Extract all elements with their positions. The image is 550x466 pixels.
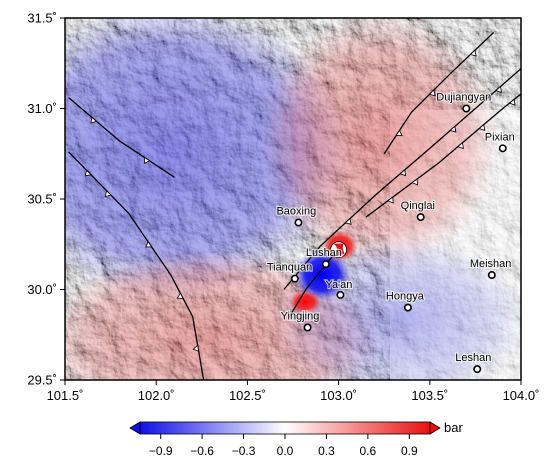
city-marker <box>336 290 345 299</box>
fault-western-fault-north <box>68 97 175 178</box>
latitude-tick-label: 31.0˚ <box>27 101 57 116</box>
thrust-tooth <box>90 116 98 124</box>
city-label: Ya'an <box>325 279 352 291</box>
city-label: Hongya <box>386 291 425 303</box>
city-marker <box>321 260 330 269</box>
longitude-tick-label: 103.0˚ <box>320 388 357 403</box>
colorbar-arrow-right <box>429 421 441 435</box>
latitude-tick-label: 30.5˚ <box>27 192 57 207</box>
latitude-tick-label: 30.0˚ <box>27 282 57 297</box>
thrust-tooth <box>411 178 419 186</box>
thrust-tooth <box>457 141 464 150</box>
city-label: Lushan <box>306 247 342 259</box>
city-marker <box>498 144 507 153</box>
city-marker <box>487 271 496 280</box>
city-marker <box>303 323 312 332</box>
city-label: Leshan <box>455 352 491 364</box>
latitude-tick-label: 31.5˚ <box>27 11 57 26</box>
longitude-tick-label: 102.0˚ <box>138 388 175 403</box>
stress-lobe-northeast-positive <box>260 18 500 270</box>
thrust-tooth <box>344 217 352 225</box>
longitude-tick-label: 103.5˚ <box>411 388 448 403</box>
thrust-tooth <box>387 196 394 204</box>
beachball-quadrant <box>333 243 345 257</box>
fault-lines <box>68 32 521 380</box>
city-markers: Dujiangyan Pixian Baoxing Qinglai Lushan Tian… <box>266 90 516 374</box>
thrust-tooth <box>495 85 503 93</box>
colorbar-tick-label: 0.0 <box>277 444 294 458</box>
longitude-tick-label: 102.5˚ <box>229 388 266 403</box>
colorbar-tick-label: 0.6 <box>360 444 377 458</box>
thrust-tooth <box>84 169 92 177</box>
colorbar-tick-label: −0.6 <box>190 444 214 458</box>
city-marker <box>462 104 471 113</box>
colorbar-ticks: −0.9 −0.6 −0.3 0.0 0.3 0.6 0.9 <box>149 434 418 458</box>
colorbar-tick-label: −0.9 <box>149 444 173 458</box>
city-label: Yingjing <box>281 311 320 323</box>
colorbar-gradient <box>139 421 431 435</box>
city-label: Tianquan <box>267 262 312 274</box>
epicenter-beachball <box>330 241 348 259</box>
thrust-tooth <box>428 89 436 97</box>
stress-core-negative <box>294 249 350 301</box>
colorbar-tick-label: −0.3 <box>232 444 256 458</box>
thrust-tooth <box>299 264 307 272</box>
thrust-tooth <box>449 125 457 133</box>
stress-lobes <box>65 18 521 380</box>
city-label: Baoxing <box>276 206 316 218</box>
stress-core-positive-south <box>289 290 321 314</box>
colorbar-arrow-left <box>129 421 141 435</box>
city-marker <box>473 365 482 374</box>
city-label: Dujiangyan <box>436 92 491 104</box>
colorbar-tick-label: 0.9 <box>401 444 418 458</box>
thrust-tooth <box>508 98 516 106</box>
city-label: Meishan <box>470 258 512 270</box>
longitude-tick-label: 104.0˚ <box>503 388 540 403</box>
map-area: Dujiangyan Pixian Baoxing Qinglai Lushan Tian… <box>65 18 521 380</box>
thrust-tooth <box>395 129 403 137</box>
city-label: Qinglai <box>401 200 435 212</box>
thrust-tooth <box>143 156 151 164</box>
longitude-axis: 101.5˚ 102.0˚ 102.5˚ 103.0˚ 103.5˚ 104.0˚ <box>47 380 540 403</box>
colorbar-tick-label: 0.3 <box>318 444 335 458</box>
colorbar-unit-label: bar <box>444 420 463 435</box>
longitude-tick-label: 101.5˚ <box>47 388 84 403</box>
thrust-tooth <box>104 190 112 198</box>
thrust-tooth <box>176 292 184 299</box>
thrust-tooth <box>192 344 200 352</box>
latitude-tick-label: 29.5˚ <box>27 373 57 388</box>
thrust-tooth <box>469 49 477 57</box>
city-marker <box>416 213 425 222</box>
thrust-tooth <box>399 169 407 177</box>
city-marker <box>290 274 299 283</box>
latitude-axis: 29.5˚ 30.0˚ 30.5˚ 31.0˚ 31.5˚ <box>27 11 65 388</box>
thrust-tooth <box>145 240 153 248</box>
colorbar: −0.9 −0.6 −0.3 0.0 0.3 0.6 0.9 bar <box>129 420 463 458</box>
city-marker <box>403 303 412 312</box>
city-marker <box>294 218 303 227</box>
thrust-tooth <box>478 123 486 132</box>
city-label: Pixian <box>485 131 515 143</box>
